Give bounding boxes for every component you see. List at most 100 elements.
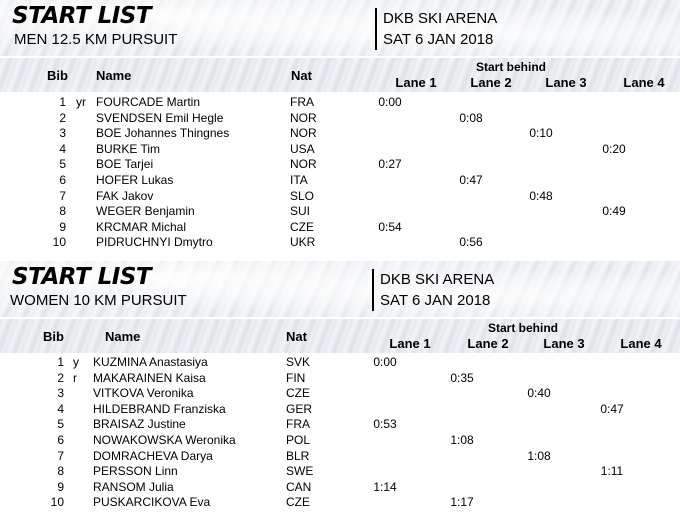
table-row: 6 NOWAKOWSKA Weronika POL 1:08	[0, 433, 680, 449]
start-behind-time: 0:00	[373, 355, 397, 369]
nat-header: Nat	[291, 68, 312, 83]
start-behind-time: 0:56	[459, 235, 483, 250]
table-row: 9 RANSOM Julia CAN 1:14	[0, 480, 680, 496]
bib-number: 6	[57, 432, 64, 447]
nation-code: UKR	[290, 235, 316, 250]
name-header: Name	[105, 329, 141, 344]
start-behind-time: 0:53	[373, 417, 397, 432]
bib-header: Bib	[47, 68, 68, 83]
start-behind-time: 0:35	[450, 370, 474, 385]
athlete-rows: 1 yr FOURCADE Martin FRA 0:00 2 SVENDSEN Emil …	[0, 95, 680, 251]
bib-color-tag: r	[73, 370, 77, 385]
bib-number: 1	[57, 355, 64, 369]
athlete-name: BOE Tarjei	[96, 157, 154, 172]
athlete-name: BURKE Tim	[96, 141, 161, 156]
nation-code: SWE	[286, 464, 314, 479]
list-title: START LIST	[12, 3, 152, 29]
table-row: 2 SVENDSEN Emil Hegle NOR 0:08	[0, 111, 680, 127]
bib-number: 7	[57, 448, 64, 463]
athlete-rows: 1 y KUZMINA Anastasiya SVK 0:00 2 r MAKARAINEN …	[0, 355, 680, 511]
athlete-name: PIDRUCHNYI Dmytro	[96, 235, 213, 250]
nat-header: Nat	[286, 329, 307, 344]
event-name: MEN 12.5 KM PURSUIT	[14, 31, 178, 48]
bib-color-tag: y	[73, 355, 79, 369]
bib-number: 2	[57, 370, 64, 385]
nation-code: FRA	[290, 95, 314, 109]
name-header: Name	[96, 68, 132, 83]
bib-number: 3	[57, 386, 64, 401]
athlete-name: FAK Jakov	[96, 188, 154, 203]
bib-number: 7	[59, 188, 66, 203]
venue-name: DKB SKI ARENA	[380, 271, 495, 288]
bib-number: 5	[57, 417, 64, 432]
table-row: 8 PERSSON Linn SWE 1:11	[0, 464, 680, 480]
table-row: 1 y KUZMINA Anastasiya SVK 0:00	[0, 355, 680, 371]
athlete-name: BRAISAZ Justine	[93, 417, 186, 432]
bib-number: 4	[57, 401, 64, 416]
nation-code: ITA	[290, 172, 308, 187]
nation-code: NOR	[290, 126, 317, 141]
nation-code: POL	[286, 432, 311, 447]
table-header: Bib Name Nat Start behind Lane 1 Lane 2 …	[0, 58, 680, 92]
nation-code: CZE	[290, 219, 314, 234]
start-behind-time: 0:49	[602, 204, 626, 219]
bib-number: 2	[59, 110, 66, 125]
start-behind-time: 0:48	[529, 188, 553, 203]
lane-1-header: Lane 1	[395, 75, 437, 90]
start-behind-time: 0:47	[600, 401, 624, 416]
banner: START LIST MEN 12.5 KM PURSUIT DKB SKI A…	[0, 0, 680, 56]
athlete-name: FOURCADE Martin	[96, 95, 201, 109]
table-row: 10 PIDRUCHNYI Dmytro UKR 0:56	[0, 235, 680, 251]
table-row: 2 r MAKARAINEN Kaisa FIN 0:35	[0, 371, 680, 387]
start-behind-header: Start behind	[488, 321, 559, 335]
bib-number: 8	[57, 464, 64, 479]
bib-number: 5	[59, 157, 66, 172]
bib-header: Bib	[43, 329, 64, 344]
bib-number: 1	[59, 95, 66, 109]
nation-code: CZE	[286, 386, 310, 401]
bib-number: 9	[57, 479, 64, 494]
nation-code: FRA	[286, 417, 310, 432]
event-name: WOMEN 10 KM PURSUIT	[10, 292, 187, 309]
lane-3-header: Lane 3	[543, 336, 585, 351]
event-date: SAT 6 JAN 2018	[383, 31, 494, 48]
table-row: 5 BRAISAZ Justine FRA 0:53	[0, 417, 680, 433]
athlete-name: SVENDSEN Emil Hegle	[96, 110, 224, 125]
athlete-name: WEGER Benjamin	[96, 204, 195, 219]
start-behind-time: 0:10	[529, 126, 553, 141]
table-row: 10 PUSKARCIKOVA Eva CZE 1:17	[0, 495, 680, 511]
lane-1-header: Lane 1	[389, 336, 431, 351]
nation-code: FIN	[286, 370, 306, 385]
table-row: 6 HOFER Lukas ITA 0:47	[0, 173, 680, 189]
start-behind-time: 0:00	[378, 95, 402, 109]
athlete-name: MAKARAINEN Kaisa	[93, 370, 206, 385]
table-row: 4 HILDEBRAND Franziska GER 0:47	[0, 402, 680, 418]
table-row: 4 BURKE Tim USA 0:20	[0, 142, 680, 158]
bib-number: 4	[59, 141, 66, 156]
start-behind-time: 1:08	[450, 432, 474, 447]
nation-code: SLO	[290, 188, 315, 203]
nation-code: SVK	[286, 355, 311, 369]
start-behind-time: 0:40	[527, 386, 551, 401]
table-row: 5 BOE Tarjei NOR 0:27	[0, 157, 680, 173]
venue-info: DKB SKI ARENA SAT 6 JAN 2018	[375, 8, 497, 50]
table-row: 1 yr FOURCADE Martin FRA 0:00	[0, 95, 680, 111]
start-behind-time: 1:08	[527, 448, 551, 463]
table-row: 7 FAK Jakov SLO 0:48	[0, 189, 680, 205]
nation-code: SUI	[290, 204, 311, 219]
athlete-name: HOFER Lukas	[96, 172, 174, 187]
nation-code: GER	[286, 401, 313, 416]
start-behind-time: 1:11	[600, 464, 624, 479]
nation-code: NOR	[290, 110, 317, 125]
athlete-name: KUZMINA Anastasiya	[93, 355, 208, 369]
start-behind-time: 1:17	[450, 495, 474, 510]
start-behind-time: 0:08	[459, 110, 483, 125]
start-behind-time: 0:27	[378, 157, 402, 172]
athlete-name: VITKOVA Veronika	[93, 386, 194, 401]
athlete-name: DOMRACHEVA Darya	[93, 448, 213, 463]
bib-number: 6	[59, 172, 66, 187]
nation-code: CZE	[286, 495, 310, 510]
athlete-name: KRCMAR Michal	[96, 219, 187, 234]
venue-info: DKB SKI ARENA SAT 6 JAN 2018	[372, 269, 494, 311]
start-behind-time: 0:54	[378, 219, 402, 234]
